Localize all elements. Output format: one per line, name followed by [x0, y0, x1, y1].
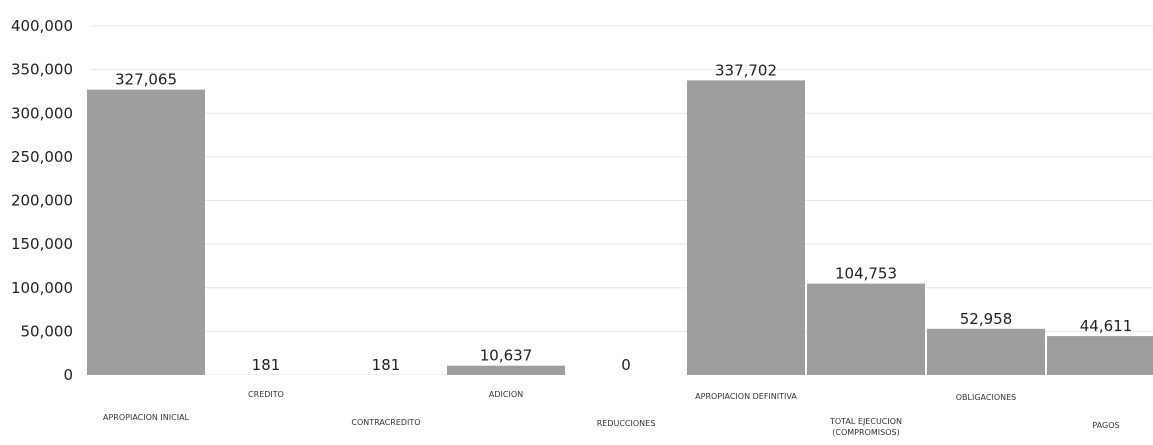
y-tick-label: 250,000 [11, 148, 73, 166]
data-labels: 327,065 181 181 10,637 0 337,702 104,753 52,958… [115, 61, 1132, 374]
category-label: TOTAL EJECUCION [829, 417, 902, 426]
grid-lines [90, 25, 1153, 332]
y-axis: 0 50,000 100,000 150,000 200,000 250,000 300,0… [11, 17, 73, 384]
bar [447, 365, 565, 375]
y-tick-label: 300,000 [11, 104, 73, 122]
data-label: 0 [621, 356, 631, 374]
x-axis: APROPIACION INICIAL CREDITO CONTRACREDITO A… [103, 390, 1120, 437]
data-label: 337,702 [715, 61, 777, 79]
category-label: REDUCCIONES [597, 419, 656, 428]
category-label: CREDITO [248, 390, 284, 399]
y-tick-label: 50,000 [21, 322, 74, 340]
y-tick-label: 150,000 [11, 235, 73, 253]
category-label: PAGOS [1092, 421, 1119, 430]
data-label: 104,753 [835, 265, 897, 283]
data-label: 181 [252, 356, 281, 374]
data-label: 327,065 [115, 71, 177, 89]
category-label: (COMPROMISOS) [832, 428, 899, 437]
bars [87, 80, 1153, 375]
data-label: 44,611 [1080, 317, 1133, 335]
category-label: APROPIACION INICIAL [103, 413, 190, 422]
data-label: 181 [372, 356, 401, 374]
data-label: 10,637 [480, 347, 533, 365]
bar [1047, 336, 1153, 375]
y-tick-label: 400,000 [11, 17, 73, 35]
y-tick-label: 0 [63, 366, 73, 384]
category-label: ADICION [489, 390, 523, 399]
y-tick-label: 100,000 [11, 279, 73, 297]
y-tick-label: 350,000 [11, 61, 73, 79]
bar [927, 328, 1045, 375]
bar [87, 89, 205, 375]
category-label: APROPIACION DEFINITIVA [695, 392, 797, 401]
bar [807, 283, 925, 375]
bar [687, 80, 805, 375]
category-label: CONTRACREDITO [351, 418, 420, 427]
y-tick-label: 200,000 [11, 192, 73, 210]
category-label: OBLIGACIONES [956, 393, 1017, 402]
data-label: 52,958 [960, 310, 1013, 328]
